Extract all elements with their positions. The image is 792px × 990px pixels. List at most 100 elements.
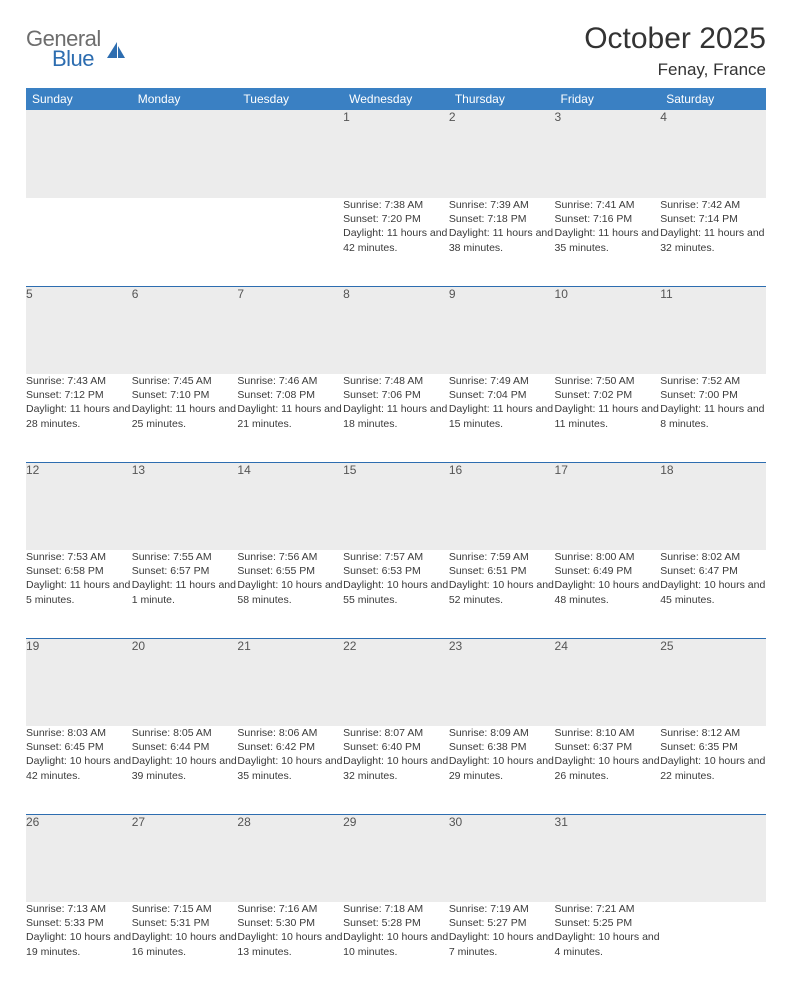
- day-cell: Sunrise: 7:38 AMSunset: 7:20 PMDaylight:…: [343, 198, 449, 286]
- day-number: 3: [555, 110, 661, 198]
- location: Fenay, France: [584, 60, 766, 80]
- day-line: Sunset: 7:12 PM: [26, 388, 132, 402]
- day-line: Sunrise: 7:59 AM: [449, 550, 555, 564]
- day-number: 1: [343, 110, 449, 198]
- day-line: Sunset: 5:33 PM: [26, 916, 132, 930]
- day-line: Sunset: 7:18 PM: [449, 212, 555, 226]
- day-line: Sunrise: 7:48 AM: [343, 374, 449, 388]
- day-line: Sunrise: 7:21 AM: [555, 902, 661, 916]
- day-number: 13: [132, 462, 238, 550]
- day-line: Sunset: 6:55 PM: [237, 564, 343, 578]
- day-line: Daylight: 10 hours and 19 minutes.: [26, 930, 132, 958]
- day-line: Daylight: 10 hours and 39 minutes.: [132, 754, 238, 782]
- day-line: Sunset: 5:27 PM: [449, 916, 555, 930]
- day-line: Sunrise: 7:52 AM: [660, 374, 766, 388]
- day-line: Sunset: 7:02 PM: [555, 388, 661, 402]
- day-line: Sunrise: 7:16 AM: [237, 902, 343, 916]
- day-line: Daylight: 11 hours and 42 minutes.: [343, 226, 449, 254]
- day-number-row: 262728293031: [26, 814, 766, 902]
- day-number: 27: [132, 814, 238, 902]
- day-line: Sunrise: 7:39 AM: [449, 198, 555, 212]
- day-number: 29: [343, 814, 449, 902]
- day-body-row: Sunrise: 7:13 AMSunset: 5:33 PMDaylight:…: [26, 902, 766, 990]
- day-number: 14: [237, 462, 343, 550]
- day-line: Sunrise: 8:02 AM: [660, 550, 766, 564]
- day-number: 9: [449, 286, 555, 374]
- day-number: [132, 110, 238, 198]
- day-line: Sunrise: 7:42 AM: [660, 198, 766, 212]
- day-number: 11: [660, 286, 766, 374]
- day-line: Sunset: 6:51 PM: [449, 564, 555, 578]
- day-cell: Sunrise: 7:57 AMSunset: 6:53 PMDaylight:…: [343, 550, 449, 638]
- day-cell: Sunrise: 7:45 AMSunset: 7:10 PMDaylight:…: [132, 374, 238, 462]
- day-number: 16: [449, 462, 555, 550]
- day-line: Sunrise: 7:15 AM: [132, 902, 238, 916]
- day-cell: Sunrise: 7:16 AMSunset: 5:30 PMDaylight:…: [237, 902, 343, 990]
- day-number: 19: [26, 638, 132, 726]
- day-cell: [132, 198, 238, 286]
- day-cell: Sunrise: 7:49 AMSunset: 7:04 PMDaylight:…: [449, 374, 555, 462]
- day-cell: Sunrise: 7:15 AMSunset: 5:31 PMDaylight:…: [132, 902, 238, 990]
- day-line: Sunrise: 8:05 AM: [132, 726, 238, 740]
- day-line: Sunset: 6:58 PM: [26, 564, 132, 578]
- day-line: Sunset: 5:30 PM: [237, 916, 343, 930]
- day-cell: Sunrise: 7:13 AMSunset: 5:33 PMDaylight:…: [26, 902, 132, 990]
- day-line: Daylight: 10 hours and 16 minutes.: [132, 930, 238, 958]
- month-title: October 2025: [584, 22, 766, 56]
- day-cell: Sunrise: 7:52 AMSunset: 7:00 PMDaylight:…: [660, 374, 766, 462]
- day-line: Daylight: 11 hours and 18 minutes.: [343, 402, 449, 430]
- day-line: Daylight: 10 hours and 29 minutes.: [449, 754, 555, 782]
- day-line: Daylight: 10 hours and 4 minutes.: [555, 930, 661, 958]
- day-number: 2: [449, 110, 555, 198]
- day-line: Sunrise: 8:03 AM: [26, 726, 132, 740]
- calendar-page: General Blue October 2025 Fenay, France …: [0, 0, 792, 990]
- day-number: 25: [660, 638, 766, 726]
- day-line: Daylight: 11 hours and 5 minutes.: [26, 578, 132, 606]
- day-line: Sunrise: 7:57 AM: [343, 550, 449, 564]
- day-cell: Sunrise: 8:00 AMSunset: 6:49 PMDaylight:…: [555, 550, 661, 638]
- weekday-header: Monday: [132, 88, 238, 110]
- day-cell: Sunrise: 8:06 AMSunset: 6:42 PMDaylight:…: [237, 726, 343, 814]
- day-line: Sunset: 5:25 PM: [555, 916, 661, 930]
- day-line: Sunset: 5:31 PM: [132, 916, 238, 930]
- day-line: Daylight: 11 hours and 28 minutes.: [26, 402, 132, 430]
- day-number: 31: [555, 814, 661, 902]
- weekday-header: Saturday: [660, 88, 766, 110]
- logo: General Blue: [26, 22, 127, 70]
- day-line: Daylight: 11 hours and 1 minute.: [132, 578, 238, 606]
- day-line: Sunrise: 8:06 AM: [237, 726, 343, 740]
- day-line: Sunrise: 7:43 AM: [26, 374, 132, 388]
- day-number-row: 567891011: [26, 286, 766, 374]
- day-line: Daylight: 11 hours and 15 minutes.: [449, 402, 555, 430]
- day-line: Sunset: 6:49 PM: [555, 564, 661, 578]
- day-number: 20: [132, 638, 238, 726]
- day-line: Sunset: 6:35 PM: [660, 740, 766, 754]
- day-line: Sunset: 7:08 PM: [237, 388, 343, 402]
- day-line: Daylight: 10 hours and 13 minutes.: [237, 930, 343, 958]
- day-cell: [26, 198, 132, 286]
- day-number: [237, 110, 343, 198]
- day-number: 18: [660, 462, 766, 550]
- day-line: Sunset: 6:38 PM: [449, 740, 555, 754]
- day-line: Daylight: 11 hours and 21 minutes.: [237, 402, 343, 430]
- day-number: 4: [660, 110, 766, 198]
- day-line: Sunset: 7:10 PM: [132, 388, 238, 402]
- day-line: Sunset: 6:40 PM: [343, 740, 449, 754]
- day-cell: Sunrise: 7:43 AMSunset: 7:12 PMDaylight:…: [26, 374, 132, 462]
- day-cell: Sunrise: 7:53 AMSunset: 6:58 PMDaylight:…: [26, 550, 132, 638]
- day-cell: Sunrise: 7:46 AMSunset: 7:08 PMDaylight:…: [237, 374, 343, 462]
- day-line: Sunrise: 7:50 AM: [555, 374, 661, 388]
- day-number: 8: [343, 286, 449, 374]
- day-line: Daylight: 10 hours and 45 minutes.: [660, 578, 766, 606]
- day-line: Sunset: 6:57 PM: [132, 564, 238, 578]
- day-cell: Sunrise: 7:55 AMSunset: 6:57 PMDaylight:…: [132, 550, 238, 638]
- day-number: 26: [26, 814, 132, 902]
- day-cell: Sunrise: 8:05 AMSunset: 6:44 PMDaylight:…: [132, 726, 238, 814]
- day-line: Sunset: 7:06 PM: [343, 388, 449, 402]
- day-number: 12: [26, 462, 132, 550]
- day-number: 17: [555, 462, 661, 550]
- header: General Blue October 2025 Fenay, France: [26, 22, 766, 80]
- weekday-header: Tuesday: [237, 88, 343, 110]
- day-cell: Sunrise: 7:50 AMSunset: 7:02 PMDaylight:…: [555, 374, 661, 462]
- day-line: Sunrise: 8:09 AM: [449, 726, 555, 740]
